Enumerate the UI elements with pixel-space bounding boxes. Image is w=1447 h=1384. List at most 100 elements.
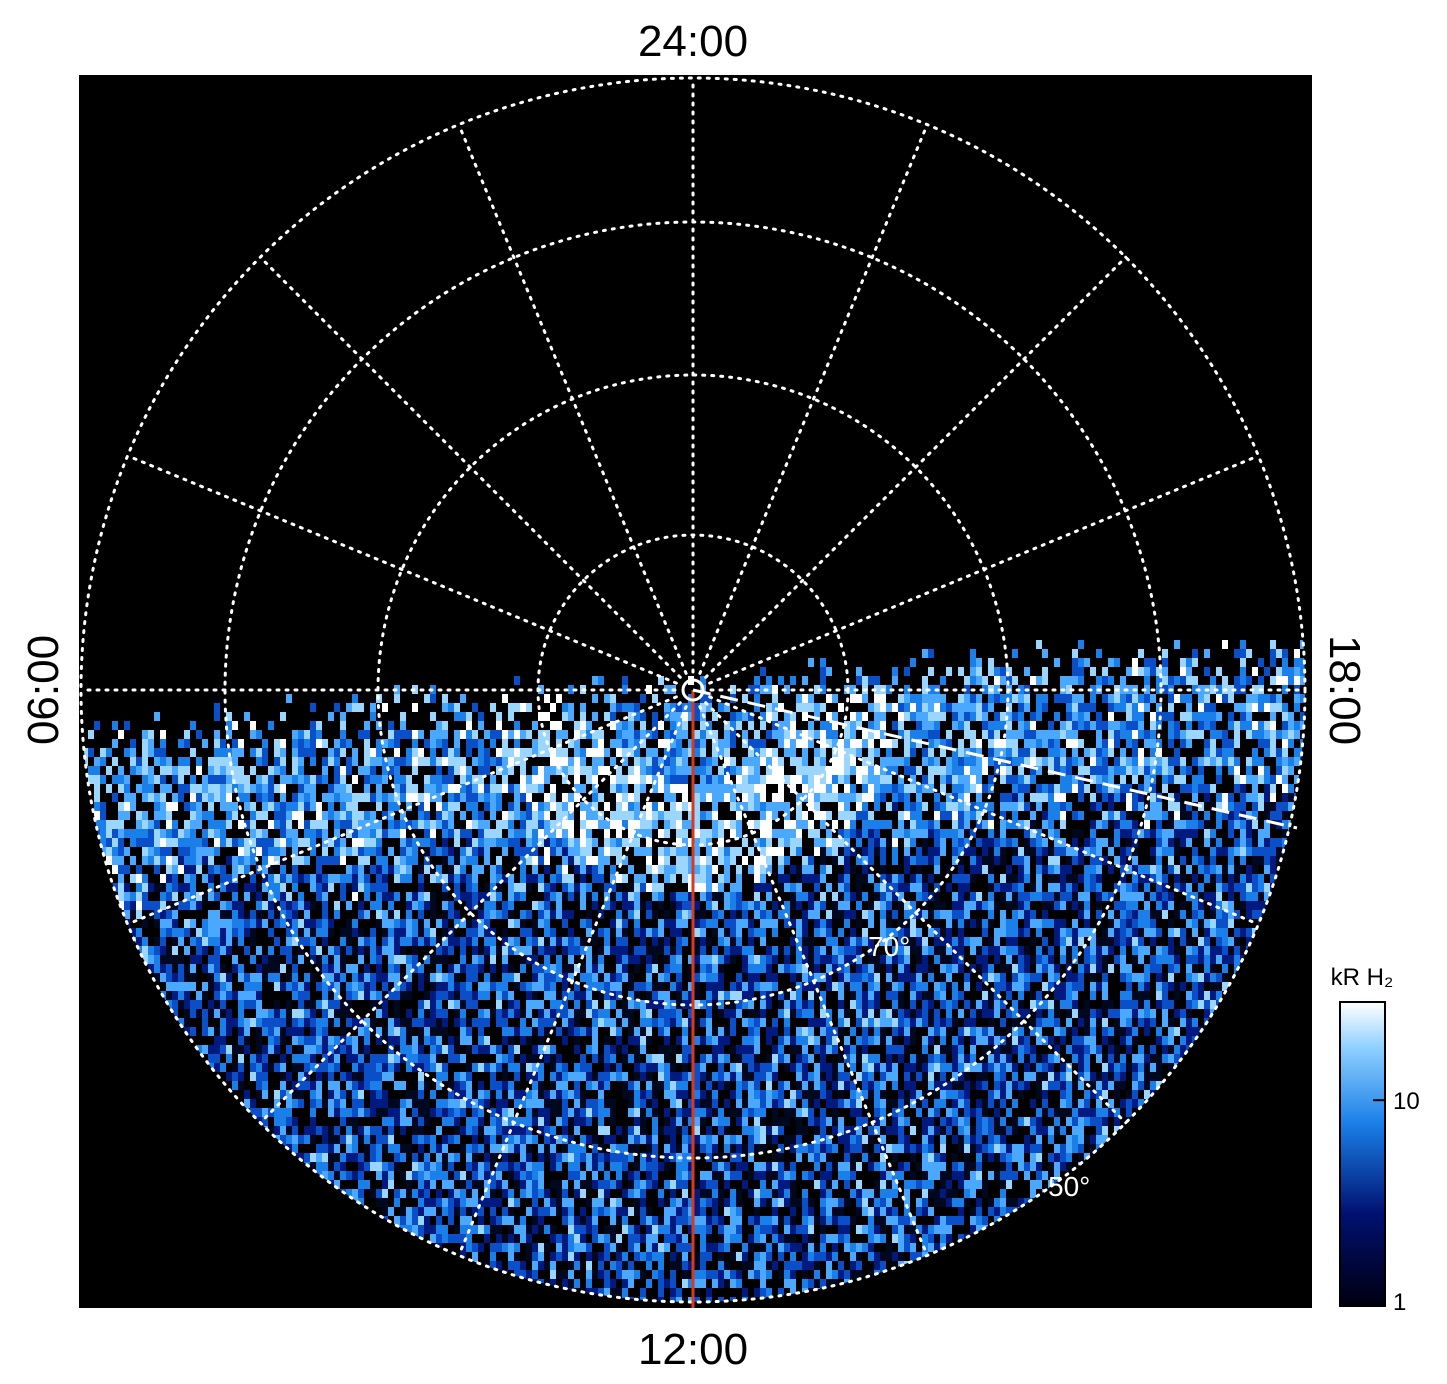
aurora-pixel xyxy=(412,838,418,847)
aurora-pixel xyxy=(646,838,652,847)
aurora-pixel xyxy=(550,757,556,766)
aurora-pixel xyxy=(898,937,904,946)
aurora-pixel xyxy=(1138,829,1144,838)
aurora-pixel xyxy=(436,730,442,739)
aurora-pixel xyxy=(562,766,568,775)
aurora-pixel xyxy=(1168,901,1174,910)
aurora-pixel xyxy=(1036,739,1042,748)
aurora-pixel xyxy=(1168,838,1174,847)
aurora-pixel xyxy=(406,865,412,874)
aurora-pixel xyxy=(796,964,802,973)
aurora-pixel xyxy=(1240,784,1246,793)
aurora-pixel xyxy=(1162,955,1168,964)
aurora-pixel xyxy=(562,982,568,991)
aurora-pixel xyxy=(268,856,274,865)
aurora-pixel xyxy=(472,811,478,820)
aurora-pixel xyxy=(400,757,406,766)
aurora-pixel xyxy=(880,703,886,712)
aurora-pixel xyxy=(892,982,898,991)
aurora-pixel xyxy=(400,847,406,856)
aurora-pixel xyxy=(1048,739,1054,748)
aurora-pixel xyxy=(472,874,478,883)
aurora-pixel xyxy=(694,820,700,829)
aurora-pixel xyxy=(418,973,424,982)
aurora-pixel xyxy=(220,937,226,946)
aurora-pixel xyxy=(370,982,376,991)
aurora-pixel xyxy=(832,820,838,829)
aurora-pixel xyxy=(1234,676,1240,685)
aurora-pixel xyxy=(358,865,364,874)
aurora-pixel xyxy=(718,964,724,973)
aurora-pixel xyxy=(184,766,190,775)
aurora-pixel xyxy=(598,973,604,982)
aurora-pixel xyxy=(568,874,574,883)
aurora-pixel xyxy=(184,901,190,910)
aurora-pixel xyxy=(448,910,454,919)
aurora-pixel xyxy=(1186,739,1192,748)
aurora-pixel xyxy=(472,991,478,1000)
aurora-pixel xyxy=(766,1000,772,1009)
aurora-pixel xyxy=(1222,739,1228,748)
aurora-pixel xyxy=(1258,721,1264,730)
aurora-pixel xyxy=(730,721,736,730)
aurora-pixel xyxy=(178,991,184,1000)
aurora-pixel xyxy=(814,748,820,757)
aurora-pixel xyxy=(262,757,268,766)
aurora-pixel xyxy=(1138,667,1144,676)
aurora-pixel xyxy=(1072,811,1078,820)
aurora-pixel xyxy=(1132,973,1138,982)
aurora-pixel xyxy=(784,802,790,811)
aurora-pixel xyxy=(826,982,832,991)
aurora-pixel xyxy=(538,811,544,820)
aurora-pixel xyxy=(190,982,196,991)
aurora-pixel xyxy=(466,820,472,829)
aurora-pixel xyxy=(172,982,178,991)
aurora-pixel xyxy=(232,937,238,946)
aurora-pixel xyxy=(700,973,706,982)
aurora-pixel xyxy=(1246,676,1252,685)
aurora-pixel xyxy=(1252,802,1258,811)
aurora-pixel xyxy=(580,919,586,928)
aurora-pixel xyxy=(718,856,724,865)
aurora-pixel xyxy=(550,802,556,811)
aurora-pixel xyxy=(766,964,772,973)
aurora-pixel xyxy=(1210,784,1216,793)
aurora-pixel xyxy=(1042,703,1048,712)
aurora-pixel xyxy=(988,892,994,901)
aurora-pixel xyxy=(298,757,304,766)
aurora-pixel xyxy=(538,766,544,775)
aurora-pixel xyxy=(1228,757,1234,766)
aurora-pixel xyxy=(982,757,988,766)
aurora-pixel xyxy=(1066,865,1072,874)
aurora-pixel xyxy=(304,775,310,784)
aurora-pixel xyxy=(784,919,790,928)
aurora-pixel xyxy=(1102,928,1108,937)
aurora-pixel xyxy=(814,811,820,820)
aurora-pixel xyxy=(676,856,682,865)
aurora-pixel xyxy=(712,802,718,811)
aurora-pixel xyxy=(1102,784,1108,793)
aurora-pixel xyxy=(766,991,772,1000)
aurora-pixel xyxy=(1168,973,1174,982)
aurora-pixel xyxy=(514,847,520,856)
aurora-pixel xyxy=(874,883,880,892)
aurora-pixel xyxy=(706,937,712,946)
aurora-pixel xyxy=(562,865,568,874)
aurora-pixel xyxy=(622,730,628,739)
aurora-pixel xyxy=(532,901,538,910)
aurora-pixel xyxy=(904,946,910,955)
aurora-pixel xyxy=(388,865,394,874)
aurora-pixel xyxy=(676,784,682,793)
aurora-pixel xyxy=(484,820,490,829)
aurora-pixel xyxy=(226,811,232,820)
aurora-pixel xyxy=(274,1000,280,1009)
aurora-pixel xyxy=(664,856,670,865)
aurora-pixel xyxy=(802,955,808,964)
aurora-pixel xyxy=(766,757,772,766)
aurora-pixel xyxy=(1084,955,1090,964)
aurora-pixel xyxy=(562,883,568,892)
aurora-pixel xyxy=(274,883,280,892)
aurora-pixel xyxy=(892,703,898,712)
aurora-pixel xyxy=(952,775,958,784)
aurora-pixel xyxy=(430,901,436,910)
